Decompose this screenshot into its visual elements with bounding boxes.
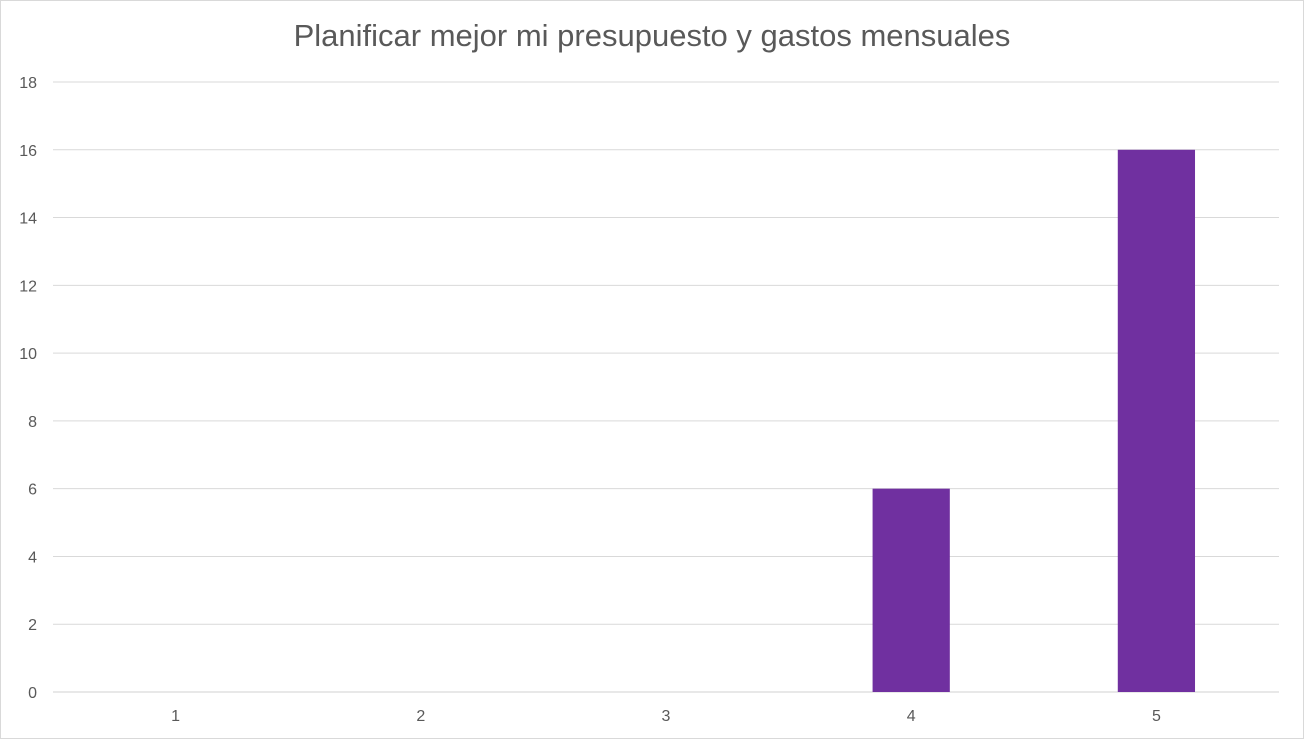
x-tick-label: 5 [1152, 708, 1161, 725]
y-tick-label: 18 [19, 75, 37, 92]
bar-5 [1117, 149, 1196, 692]
gridlines [53, 81, 1279, 693]
y-tick-label: 14 [19, 211, 37, 228]
y-tick-label: 10 [19, 346, 37, 363]
bars [872, 149, 1196, 692]
chart-title: Planificar mejor mi presupuesto y gastos… [293, 18, 1011, 53]
bar-4 [872, 488, 950, 692]
y-tick-label: 4 [28, 549, 37, 566]
x-axis-ticks: 1 2 3 4 5 [171, 708, 1161, 725]
y-tick-label: 8 [28, 414, 37, 431]
y-tick-label: 2 [28, 617, 37, 634]
x-tick-label: 3 [662, 708, 671, 725]
x-tick-label: 4 [907, 708, 916, 725]
x-tick-label: 1 [171, 708, 180, 725]
y-tick-label: 16 [19, 143, 37, 160]
x-tick-label: 2 [416, 708, 425, 725]
y-tick-label: 0 [28, 685, 37, 702]
y-tick-label: 12 [19, 278, 37, 295]
y-tick-label: 6 [28, 482, 37, 499]
y-axis-ticks: 0 2 4 6 8 10 12 14 16 18 [19, 75, 37, 702]
